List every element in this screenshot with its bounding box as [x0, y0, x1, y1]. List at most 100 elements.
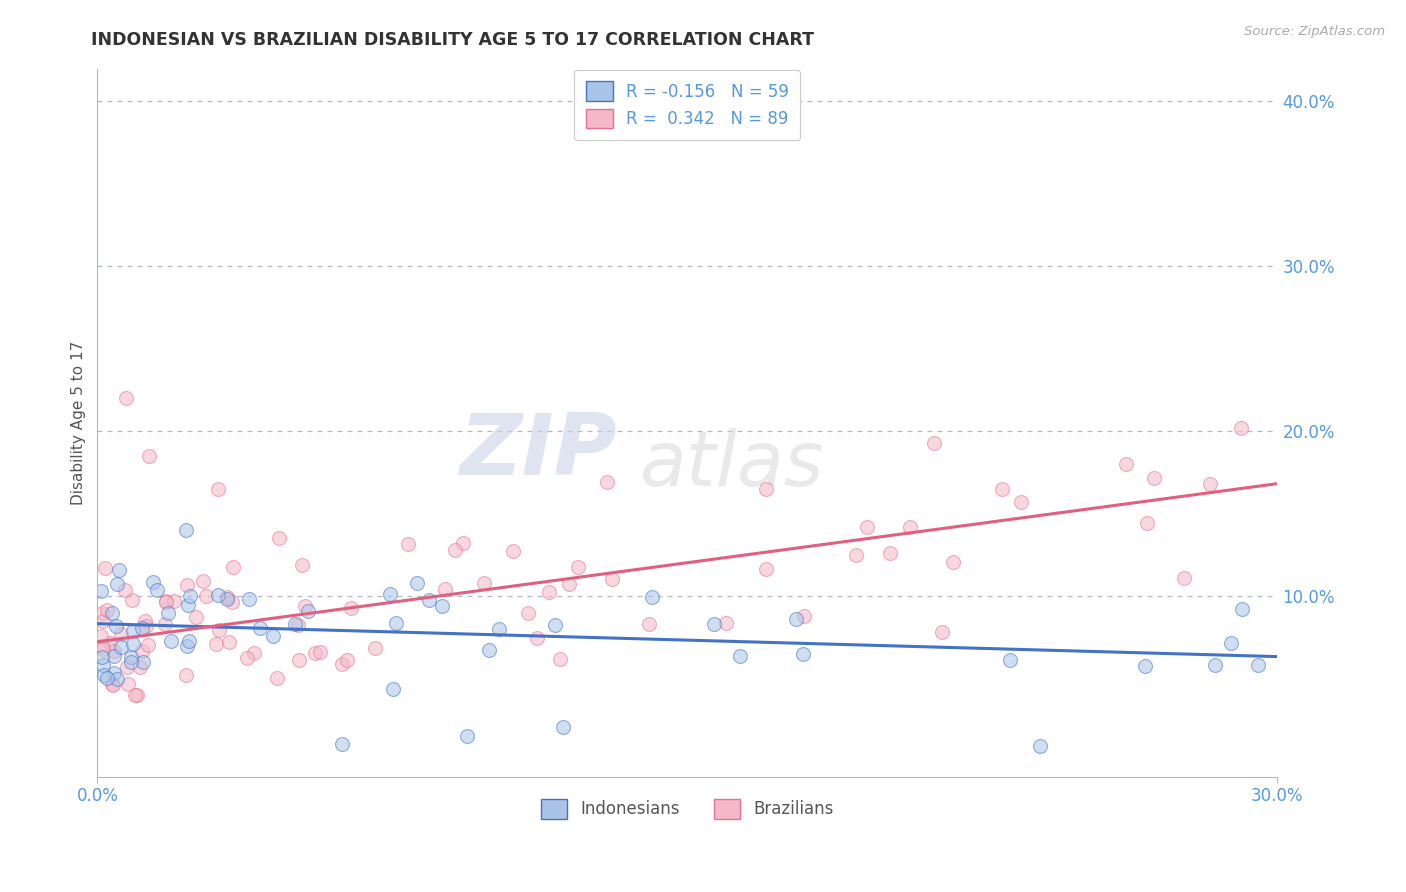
Point	[456, 729, 478, 743]
Point	[90, 584, 112, 599]
Point	[117, 677, 139, 691]
Point	[1133, 659, 1156, 673]
Point	[134, 615, 156, 629]
Point	[309, 645, 332, 659]
Point	[215, 592, 238, 607]
Point	[96, 671, 118, 685]
Point	[176, 578, 198, 592]
Point	[155, 594, 177, 608]
Point	[396, 537, 419, 551]
Point	[558, 576, 581, 591]
Point	[755, 482, 778, 496]
Point	[785, 612, 807, 626]
Point	[1029, 739, 1052, 754]
Point	[364, 640, 387, 655]
Point	[207, 482, 229, 496]
Point	[249, 620, 271, 634]
Point	[184, 609, 207, 624]
Point	[131, 644, 153, 658]
Point	[122, 624, 145, 639]
Point	[1247, 658, 1270, 673]
Point	[378, 587, 401, 601]
Point	[179, 633, 201, 648]
Point	[444, 543, 467, 558]
Point	[98, 636, 121, 650]
Point	[153, 616, 176, 631]
Point	[94, 561, 117, 575]
Point	[122, 637, 145, 651]
Point	[553, 721, 575, 735]
Point	[176, 639, 198, 653]
Point	[104, 619, 127, 633]
Point	[105, 577, 128, 591]
Point	[998, 653, 1021, 667]
Point	[131, 621, 153, 635]
Point	[108, 563, 131, 577]
Point	[120, 655, 142, 669]
Point	[238, 592, 260, 607]
Y-axis label: Disability Age 5 to 17: Disability Age 5 to 17	[72, 341, 86, 505]
Point	[135, 618, 157, 632]
Point	[1220, 636, 1243, 650]
Point	[267, 531, 290, 545]
Point	[478, 643, 501, 657]
Point	[221, 595, 243, 609]
Point	[502, 544, 524, 558]
Point	[96, 602, 118, 616]
Point	[195, 589, 218, 603]
Point	[922, 435, 945, 450]
Point	[284, 617, 307, 632]
Point	[101, 607, 124, 621]
Point	[297, 604, 319, 618]
Point	[596, 475, 619, 490]
Text: INDONESIAN VS BRAZILIAN DISABILITY AGE 5 TO 17 CORRELATION CHART: INDONESIAN VS BRAZILIAN DISABILITY AGE 5…	[91, 31, 814, 49]
Legend: Indonesians, Brazilians: Indonesians, Brazilians	[534, 793, 841, 825]
Point	[567, 560, 589, 574]
Point	[243, 647, 266, 661]
Point	[931, 625, 953, 640]
Point	[792, 647, 814, 661]
Point	[287, 617, 309, 632]
Point	[128, 659, 150, 673]
Point	[110, 627, 132, 641]
Point	[266, 671, 288, 685]
Point	[418, 593, 440, 607]
Point	[1204, 658, 1226, 673]
Point	[105, 672, 128, 686]
Point	[291, 558, 314, 573]
Point	[103, 644, 125, 658]
Point	[91, 607, 114, 621]
Point	[207, 623, 229, 637]
Point	[385, 615, 408, 630]
Point	[340, 601, 363, 615]
Point	[90, 640, 112, 654]
Point	[114, 582, 136, 597]
Point	[91, 657, 114, 672]
Point	[125, 688, 148, 702]
Point	[103, 678, 125, 692]
Point	[159, 633, 181, 648]
Point	[142, 575, 165, 590]
Point	[90, 628, 112, 642]
Text: Source: ZipAtlas.com: Source: ZipAtlas.com	[1244, 25, 1385, 38]
Point	[451, 535, 474, 549]
Point	[146, 583, 169, 598]
Point	[856, 520, 879, 534]
Point	[898, 519, 921, 533]
Point	[222, 559, 245, 574]
Point	[382, 682, 405, 697]
Text: ZIP: ZIP	[458, 409, 617, 492]
Point	[207, 588, 229, 602]
Point	[121, 593, 143, 607]
Point	[103, 665, 125, 680]
Point	[1011, 495, 1033, 509]
Point	[288, 653, 311, 667]
Point	[138, 449, 160, 463]
Point	[100, 677, 122, 691]
Point	[600, 572, 623, 586]
Point	[115, 391, 138, 405]
Point	[205, 637, 228, 651]
Point	[218, 635, 240, 649]
Point	[262, 629, 284, 643]
Point	[641, 590, 664, 604]
